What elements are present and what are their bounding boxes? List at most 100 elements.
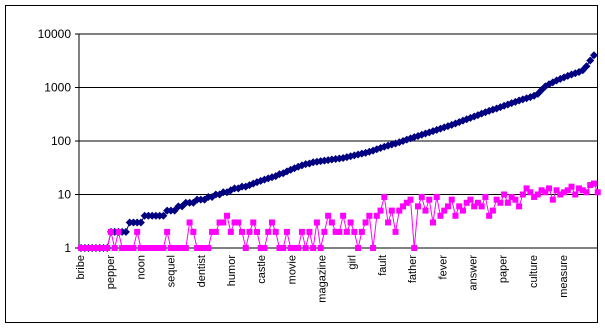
gridlines [79, 33, 598, 195]
x-category-label-movie: movie [286, 255, 298, 284]
series-2-point [306, 228, 313, 235]
series-2-point [332, 228, 339, 235]
series-2-point [250, 219, 257, 226]
x-category-label-culture: culture [528, 255, 540, 288]
series-2-point [96, 245, 103, 251]
series-2-point [287, 245, 294, 251]
series-2-point [523, 185, 530, 192]
series-2-point [235, 219, 242, 226]
series-2-point [179, 245, 186, 251]
series-2-point [317, 245, 324, 251]
series-2-point [325, 212, 332, 219]
series-2-point [452, 212, 459, 219]
series-2-point [81, 245, 88, 251]
series-2-point [516, 203, 523, 210]
series-2-point [557, 191, 564, 198]
series-2-point [576, 185, 583, 192]
x-category-label-measure: measure [558, 255, 570, 298]
series-2-point [482, 193, 489, 200]
series-1-point [582, 62, 591, 71]
series-2-point [298, 228, 305, 235]
series-2-point [261, 245, 268, 251]
series-1-point [159, 211, 168, 220]
series-2-point [104, 245, 111, 251]
series-2-point [302, 245, 309, 251]
series-2-point [553, 187, 560, 194]
series-2-point [381, 193, 388, 200]
series-2-point [373, 212, 380, 219]
x-category-label-bribe: bribe [75, 255, 87, 279]
series-2-point [283, 228, 290, 235]
series-2-point [328, 219, 335, 226]
series-2-point [313, 219, 320, 226]
series-2 [78, 180, 601, 251]
series-2-point [534, 191, 541, 198]
series-2-point [201, 245, 208, 251]
series-2-point [396, 207, 403, 214]
series-2-point [564, 187, 571, 194]
series-1-point [121, 227, 130, 236]
series-2-point [321, 228, 328, 235]
series-2-point [167, 245, 174, 251]
x-category-label-paper: paper [498, 255, 510, 283]
series-2-point [385, 219, 392, 226]
series-2-point [426, 196, 433, 203]
series-2-point [336, 228, 343, 235]
series-2-point [467, 196, 474, 203]
series-2-point [415, 203, 422, 210]
series-2-point [501, 191, 508, 198]
series-2-point [160, 245, 167, 251]
series-2-point [347, 219, 354, 226]
series-2-point [400, 203, 407, 210]
series-2-point [403, 199, 410, 206]
series-2-point [459, 207, 466, 214]
series-2-point [377, 207, 384, 214]
x-category-label-dentist: dentist [196, 255, 208, 287]
series-2-point [145, 245, 152, 251]
series-2-point [392, 228, 399, 235]
series-2-point [572, 191, 579, 198]
series-2-point [186, 219, 193, 226]
series-2-point [579, 187, 586, 194]
series-2-point [257, 245, 264, 251]
series-2-point [542, 189, 549, 196]
series-2-point [358, 228, 365, 235]
series-2-point [78, 245, 84, 251]
series-2-point [265, 228, 272, 235]
x-category-label-humor: humor [226, 255, 238, 287]
series-2-point [122, 245, 129, 251]
series-layer [77, 51, 601, 252]
series-2-point [216, 219, 223, 226]
x-category-label-fault: fault [377, 255, 389, 276]
series-2-point [100, 245, 107, 251]
y-tick-label-100: 100 [51, 134, 71, 148]
series-2-point [568, 183, 575, 190]
series-2-point [295, 245, 302, 251]
series-2-point [239, 228, 246, 235]
series-2-point [190, 228, 197, 235]
series-2-point [272, 228, 279, 235]
series-2-point [418, 193, 425, 200]
series-2-point [276, 245, 283, 251]
x-category-label-answer: answer [467, 255, 479, 291]
series-2-point [433, 193, 440, 200]
y-tick-label-1000: 1000 [44, 81, 71, 95]
series-2-point [370, 245, 377, 251]
series-2-point [587, 182, 594, 189]
series-2-point [407, 196, 414, 203]
series-2-point [437, 212, 444, 219]
series-2-point [519, 191, 526, 198]
series-2-point [107, 228, 114, 235]
series-1-point [436, 124, 445, 133]
x-category-label-fever: fever [437, 255, 449, 280]
series-2-point [119, 245, 126, 251]
series-2-point [310, 245, 317, 251]
series-2-point [194, 245, 201, 251]
series-2-point [156, 245, 163, 251]
series-2-point [546, 185, 553, 192]
y-tick-label-10: 10 [58, 188, 72, 202]
series-2-point [182, 245, 189, 251]
series-2-point [115, 228, 122, 235]
